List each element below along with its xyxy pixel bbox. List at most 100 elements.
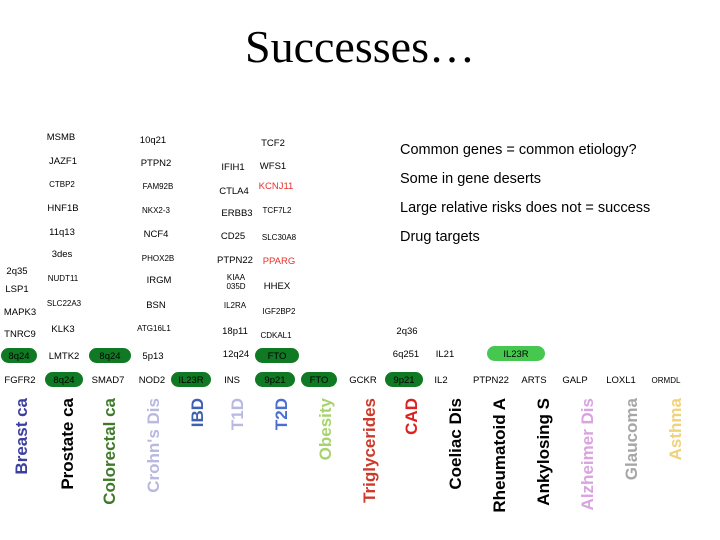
gene-label: PTPN2 bbox=[130, 154, 182, 171]
disease-label: IBD bbox=[188, 398, 207, 428]
gene-label: TNRC9 bbox=[0, 325, 40, 342]
disease-label: Alzheimer Dis bbox=[578, 398, 597, 511]
gene-label: IGF2BP2 bbox=[257, 302, 301, 319]
gene-label: NCF4 bbox=[133, 225, 179, 242]
disease-label-box: Ankylosing S bbox=[524, 398, 564, 538]
gene-label: 10q21 bbox=[128, 131, 178, 148]
gene-label: HHEX bbox=[257, 277, 297, 294]
gene-label: IL23R bbox=[486, 345, 546, 362]
disease-label: T2D bbox=[272, 398, 291, 431]
gene-label: SLC22A3 bbox=[40, 294, 88, 311]
gene-label: MAPK3 bbox=[0, 303, 40, 320]
gene-label: IFIH1 bbox=[214, 158, 252, 175]
disease-label-box: Asthma bbox=[656, 398, 696, 538]
gene-label: WFS1 bbox=[252, 157, 294, 174]
disease-label: Colorectal ca bbox=[100, 398, 119, 505]
slide-title: Successes… bbox=[245, 21, 475, 72]
gene-label: NUDT11 bbox=[40, 269, 86, 286]
disease-label: Ankylosing S bbox=[534, 398, 553, 506]
disease-label-box: Triglycerides bbox=[350, 398, 390, 538]
gene-label: PHOX2B bbox=[133, 249, 183, 266]
gene-label: ATG16L1 bbox=[126, 319, 182, 336]
gene-label: KCNJ11 bbox=[253, 177, 299, 194]
gene-label: CTBP2 bbox=[42, 175, 82, 192]
gene-label: IL23R bbox=[170, 371, 212, 388]
gene-label: 8q24 bbox=[0, 347, 38, 364]
gene-label: 8q24 bbox=[44, 371, 84, 388]
gene-label: TCF7L2 bbox=[256, 201, 298, 218]
disease-label-box: Alzheimer Dis bbox=[568, 398, 608, 538]
gene-label: 2q35 bbox=[0, 262, 34, 279]
disease-label: T1D bbox=[228, 398, 247, 431]
disease-label: Coeliac Dis bbox=[446, 398, 465, 490]
disease-label-box: Obesity bbox=[306, 398, 346, 538]
gene-label: 5p13 bbox=[132, 347, 174, 364]
disease-label: Asthma bbox=[666, 398, 685, 461]
disease-label-box: Glaucoma bbox=[612, 398, 652, 538]
disease-label-box: Prostate ca bbox=[48, 398, 88, 538]
gene-label: ORMDL bbox=[644, 371, 688, 388]
gene-label: KIAA 035D bbox=[216, 270, 256, 292]
disease-label-box: T1D bbox=[218, 398, 258, 538]
disease-label-box: Coeliac Dis bbox=[436, 398, 476, 538]
gene-label: FTO bbox=[300, 371, 338, 388]
disease-label: Triglycerides bbox=[360, 398, 379, 503]
gene-label: GCKR bbox=[342, 371, 384, 388]
gene-label: NOD2 bbox=[132, 371, 172, 388]
gene-label: IRGM bbox=[133, 271, 185, 288]
disease-label: Glaucoma bbox=[622, 398, 641, 481]
note-common-genes: Common genes = common etiology? bbox=[400, 142, 637, 158]
gene-label: 3des bbox=[44, 245, 80, 262]
disease-label: Crohn's Dis bbox=[144, 398, 163, 493]
gene-label: JAZF1 bbox=[40, 152, 86, 169]
gene-label: HNF1B bbox=[40, 199, 86, 216]
gene-label: 11q13 bbox=[40, 223, 84, 240]
gene-label: LMTK2 bbox=[44, 347, 84, 364]
gene-label: 9p21 bbox=[384, 371, 424, 388]
gene-label: SLC30A8 bbox=[255, 228, 303, 245]
disease-label: Obesity bbox=[316, 398, 335, 461]
gene-label: IL2 bbox=[425, 371, 457, 388]
gene-label: CTLA4 bbox=[214, 182, 254, 199]
gene-label: IL2RA bbox=[216, 296, 254, 313]
disease-label: Rheumatoid A bbox=[490, 398, 509, 513]
disease-label: CAD bbox=[402, 398, 421, 435]
gene-label: BSN bbox=[133, 296, 179, 313]
disease-label-box: Colorectal ca bbox=[90, 398, 130, 538]
gene-label: IL21 bbox=[422, 345, 468, 362]
gene-label: TCF2 bbox=[250, 134, 296, 151]
gene-label: FAM92B bbox=[133, 177, 183, 194]
disease-label: Breast ca bbox=[12, 398, 31, 475]
gene-label: PTPN22 bbox=[214, 251, 256, 268]
gene-label: 2q36 bbox=[384, 322, 430, 339]
notes-block: Common genes = common etiology? Some in … bbox=[400, 136, 650, 252]
note-relative-risks: Large relative risks does not = success bbox=[400, 200, 651, 216]
disease-label-box: Crohn's Dis bbox=[134, 398, 174, 538]
gene-label: FTO bbox=[254, 347, 300, 364]
gene-label: SMAD7 bbox=[87, 371, 129, 388]
gene-label: INS bbox=[216, 371, 248, 388]
gene-label: MSMB bbox=[38, 128, 84, 145]
gene-label: 12q24 bbox=[216, 345, 256, 362]
gene-label: ARTS bbox=[516, 371, 552, 388]
disease-label-box: Rheumatoid A bbox=[480, 398, 520, 538]
note-gene-deserts: Some in gene deserts bbox=[400, 171, 542, 187]
gene-label: KLK3 bbox=[40, 320, 86, 337]
gene-label: PTPN22 bbox=[468, 371, 514, 388]
gene-label: FGFR2 bbox=[0, 371, 40, 388]
gene-label: PPARG bbox=[258, 252, 300, 269]
gene-label: CDKAL1 bbox=[253, 326, 299, 343]
disease-label-box: T2D bbox=[262, 398, 302, 538]
disease-label: Prostate ca bbox=[58, 398, 77, 490]
gene-label: ERBB3 bbox=[216, 204, 258, 221]
gene-label: LOXL1 bbox=[600, 371, 642, 388]
gene-label: 9p21 bbox=[254, 371, 296, 388]
disease-label-box: CAD bbox=[392, 398, 432, 538]
gene-label: LSP1 bbox=[0, 280, 34, 297]
gene-label: GALP bbox=[552, 371, 598, 388]
note-drug-targets: Drug targets bbox=[400, 229, 480, 245]
disease-label-box: Breast ca bbox=[2, 398, 42, 538]
disease-label-box: IBD bbox=[178, 398, 218, 538]
gene-label: 18p11 bbox=[214, 322, 256, 339]
gene-label: 8q24 bbox=[88, 347, 132, 364]
